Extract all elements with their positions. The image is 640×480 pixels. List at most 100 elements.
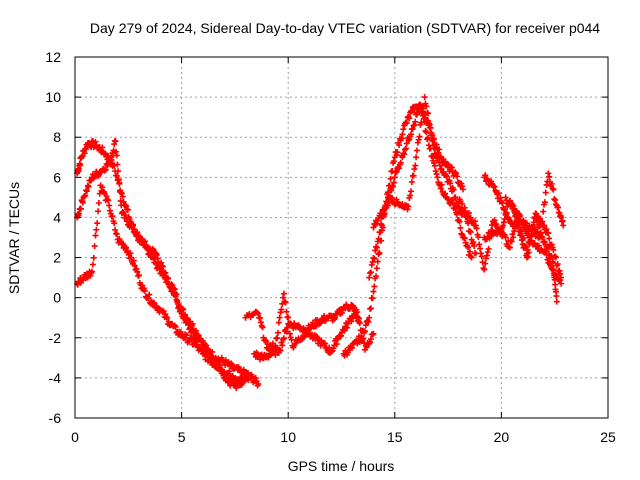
data-point [391, 174, 398, 181]
data-point [205, 347, 212, 354]
y-tick-label: 12 [45, 49, 61, 65]
y-tick-label: 6 [53, 169, 61, 185]
data-point [135, 272, 142, 279]
data-point [510, 203, 517, 210]
data-point [431, 145, 438, 152]
data-point [448, 164, 455, 171]
data-point [493, 221, 500, 228]
data-point [90, 254, 97, 261]
data-point [545, 230, 552, 237]
data-point [459, 200, 466, 207]
data-point [223, 375, 230, 382]
data-point [106, 207, 113, 214]
data-point [369, 295, 376, 302]
data-point [465, 209, 472, 216]
data-point [112, 226, 119, 233]
data-point [373, 220, 380, 227]
data-point [163, 313, 170, 320]
data-point [460, 207, 467, 214]
data-point [283, 328, 290, 335]
data-point [450, 186, 457, 193]
data-point [373, 265, 380, 272]
data-point [478, 253, 485, 260]
data-point [89, 268, 96, 275]
data-point [477, 245, 484, 252]
data-point [393, 168, 400, 175]
data-point [482, 260, 489, 267]
data-point [540, 208, 547, 215]
data-point [356, 320, 363, 327]
data-point [537, 230, 544, 237]
data-point [548, 241, 555, 248]
data-point [404, 206, 411, 213]
data-point [141, 287, 148, 294]
data-point [425, 110, 432, 117]
data-point [120, 198, 127, 205]
data-point [191, 329, 198, 336]
data-point [363, 344, 370, 351]
data-point [174, 299, 181, 306]
data-point [553, 298, 560, 305]
data-point [518, 230, 525, 237]
data-point [305, 326, 312, 333]
data-point [414, 139, 421, 146]
data-point [183, 318, 190, 325]
data-point [438, 166, 445, 173]
data-point [280, 290, 287, 297]
data-point [409, 125, 416, 132]
data-point [162, 269, 169, 276]
data-point [429, 137, 436, 144]
axis-ticks [74, 56, 609, 419]
data-point [397, 159, 404, 166]
data-point [242, 374, 249, 381]
data-point [405, 203, 412, 210]
data-point [87, 272, 94, 279]
data-point [473, 225, 480, 232]
data-point [210, 354, 217, 361]
data-point [129, 222, 136, 229]
data-point [467, 214, 474, 221]
data-point [240, 366, 247, 373]
data-point [553, 293, 560, 300]
data-point [506, 197, 513, 204]
data-point [546, 173, 553, 180]
data-point [500, 222, 507, 229]
data-point [542, 189, 549, 196]
data-point [330, 345, 337, 352]
data-point [471, 242, 478, 249]
data-point [276, 314, 283, 321]
data-point [546, 235, 553, 242]
data-point [99, 144, 106, 151]
data-point [376, 249, 383, 256]
data-point [403, 120, 410, 127]
data-point [423, 103, 430, 110]
data-point [213, 356, 220, 363]
data-point [535, 242, 542, 249]
data-point [513, 208, 520, 215]
data-point [470, 239, 477, 246]
data-point [257, 314, 264, 321]
data-point [366, 274, 373, 281]
data-point [407, 192, 414, 199]
data-point [500, 231, 507, 238]
data-point [94, 220, 101, 227]
data-point [277, 309, 284, 316]
y-tick-label: 8 [53, 129, 61, 145]
data-point [457, 224, 464, 231]
data-point [408, 131, 415, 138]
data-point [433, 171, 440, 178]
data-point [549, 185, 556, 192]
data-point [262, 337, 269, 344]
data-point [471, 218, 478, 225]
data-point [183, 332, 190, 339]
data-point [338, 310, 345, 317]
data-point [421, 94, 428, 101]
data-point [523, 254, 530, 261]
data-point [402, 145, 409, 152]
data-point [370, 330, 377, 337]
data-point [517, 212, 524, 219]
data-point [436, 146, 443, 153]
data-point [189, 320, 196, 327]
data-point [164, 314, 171, 321]
data-point [560, 222, 567, 229]
